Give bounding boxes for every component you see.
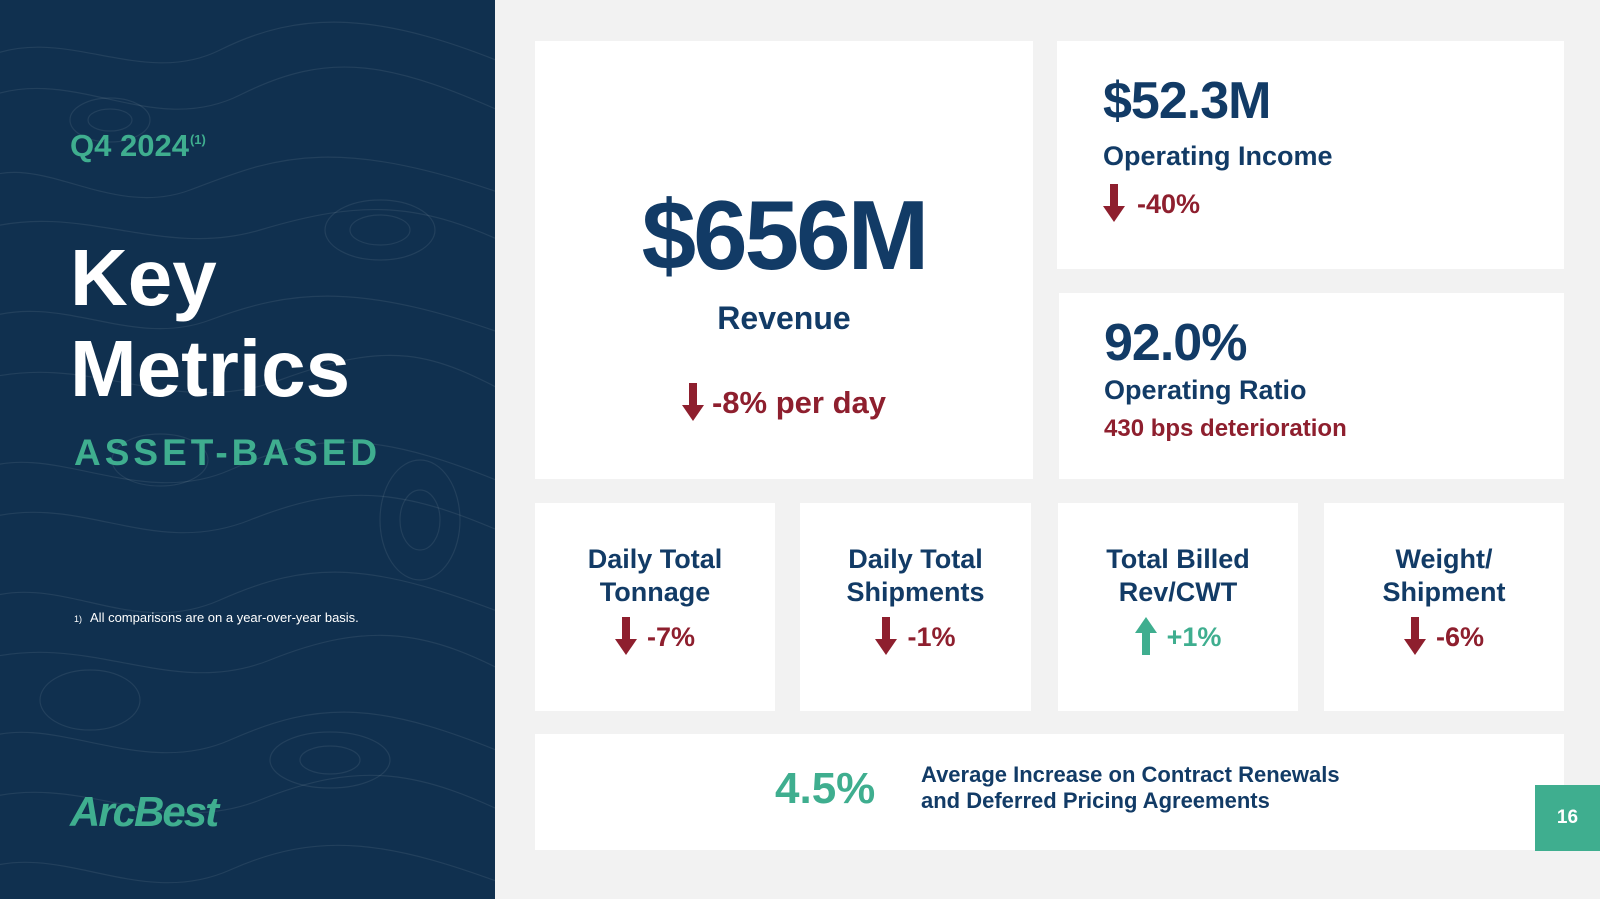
segment-subtitle: ASSET-BASED — [74, 432, 382, 473]
revenue-label: Revenue — [717, 300, 851, 336]
metric-title-line-2: Rev/CWT — [1118, 577, 1238, 607]
metric-title-line-2: Tonnage — [599, 577, 711, 607]
quarter-text: Q4 2024 — [70, 128, 189, 163]
arrow-down-icon — [1103, 184, 1125, 222]
arrow-down-icon — [614, 617, 637, 655]
arrow-down-icon — [1403, 617, 1426, 655]
metric-change-text: -7% — [646, 622, 695, 653]
operating-income-change: -40% — [1103, 184, 1201, 225]
metric-card-tonnage: Daily Total Tonnage -7% — [535, 503, 775, 711]
arrow-up-icon — [1134, 617, 1157, 655]
metric-change: -1% — [800, 617, 1031, 658]
pricing-label-line-1: Average Increase on Contract Renewals — [921, 762, 1340, 787]
arrow-down-icon — [875, 617, 898, 655]
metric-title-line-1: Weight/ — [1395, 544, 1493, 574]
pricing-card: 4.5% Average Increase on Contract Renewa… — [535, 734, 1564, 850]
arcbest-logo: ArcBest — [69, 790, 223, 834]
metric-change-text: -1% — [907, 622, 956, 653]
metric-title: Daily Total Tonnage — [535, 543, 775, 609]
metric-title-line-1: Daily Total — [848, 544, 983, 574]
metric-change: +1% — [1058, 617, 1298, 658]
footnote-mark: 1) — [74, 614, 83, 624]
metric-card-shipments: Daily Total Shipments -1% — [800, 503, 1031, 711]
metric-title-line-2: Shipments — [846, 577, 985, 607]
metric-title: Total Billed Rev/CWT — [1058, 543, 1298, 609]
page-number: 16 — [1535, 785, 1600, 851]
revenue-value: $656M — [641, 180, 930, 290]
quarter-label: Q4 2024(1) — [70, 128, 206, 164]
metric-change-text: -6% — [1435, 622, 1484, 653]
metric-change-text: +1% — [1166, 622, 1222, 653]
sidebar-panel: Q4 2024(1) Key Metrics ASSET-BASED 1) All… — [0, 0, 495, 899]
title-line-1: Key — [70, 233, 217, 322]
metric-change: -7% — [535, 617, 775, 658]
metric-title-line-2: Shipment — [1382, 577, 1506, 607]
pricing-value: 4.5% — [775, 764, 876, 813]
operating-ratio-value: 92.0% — [1104, 314, 1247, 372]
quarter-footnote-ref: (1) — [189, 132, 206, 147]
topographic-pattern — [0, 21, 495, 884]
revenue-change-text: -8% per day — [711, 385, 886, 420]
revenue-card: $656M Revenue -8% per day — [535, 41, 1033, 479]
pricing-label: Average Increase on Contract Renewals an… — [921, 762, 1340, 814]
title-line-2: Metrics — [70, 324, 351, 413]
metric-title-line-1: Daily Total — [587, 544, 723, 574]
operating-ratio-card: 92.0% Operating Ratio 430 bps deteriorat… — [1059, 293, 1564, 479]
operating-ratio-label: Operating Ratio — [1104, 375, 1307, 405]
metric-change: -6% — [1324, 617, 1564, 658]
pricing-label-line-2: and Deferred Pricing Agreements — [921, 788, 1270, 813]
operating-income-change-text: -40% — [1137, 189, 1201, 220]
footnote-text: All comparisons are on a year-over-year … — [90, 610, 359, 625]
operating-income-label: Operating Income — [1103, 141, 1333, 171]
metric-card-rev-cwt: Total Billed Rev/CWT +1% — [1058, 503, 1298, 711]
operating-income-card: $52.3M Operating Income -40% — [1057, 41, 1564, 269]
metric-card-weight-shipment: Weight/ Shipment -6% — [1324, 503, 1564, 711]
revenue-change: -8% per day — [535, 382, 1033, 424]
metric-title: Weight/ Shipment — [1324, 543, 1564, 609]
metric-title: Daily Total Shipments — [800, 543, 1031, 609]
metric-title-line-1: Total Billed — [1106, 544, 1250, 574]
logo-text: ArcBest — [69, 790, 221, 834]
operating-income-value: $52.3M — [1103, 72, 1271, 130]
footnote: 1) All comparisons are on a year-over-yea… — [74, 610, 359, 625]
arrow-down-icon — [681, 382, 704, 421]
operating-ratio-change: 430 bps deterioration — [1104, 415, 1347, 442]
page-title: Key Metrics — [70, 232, 350, 414]
